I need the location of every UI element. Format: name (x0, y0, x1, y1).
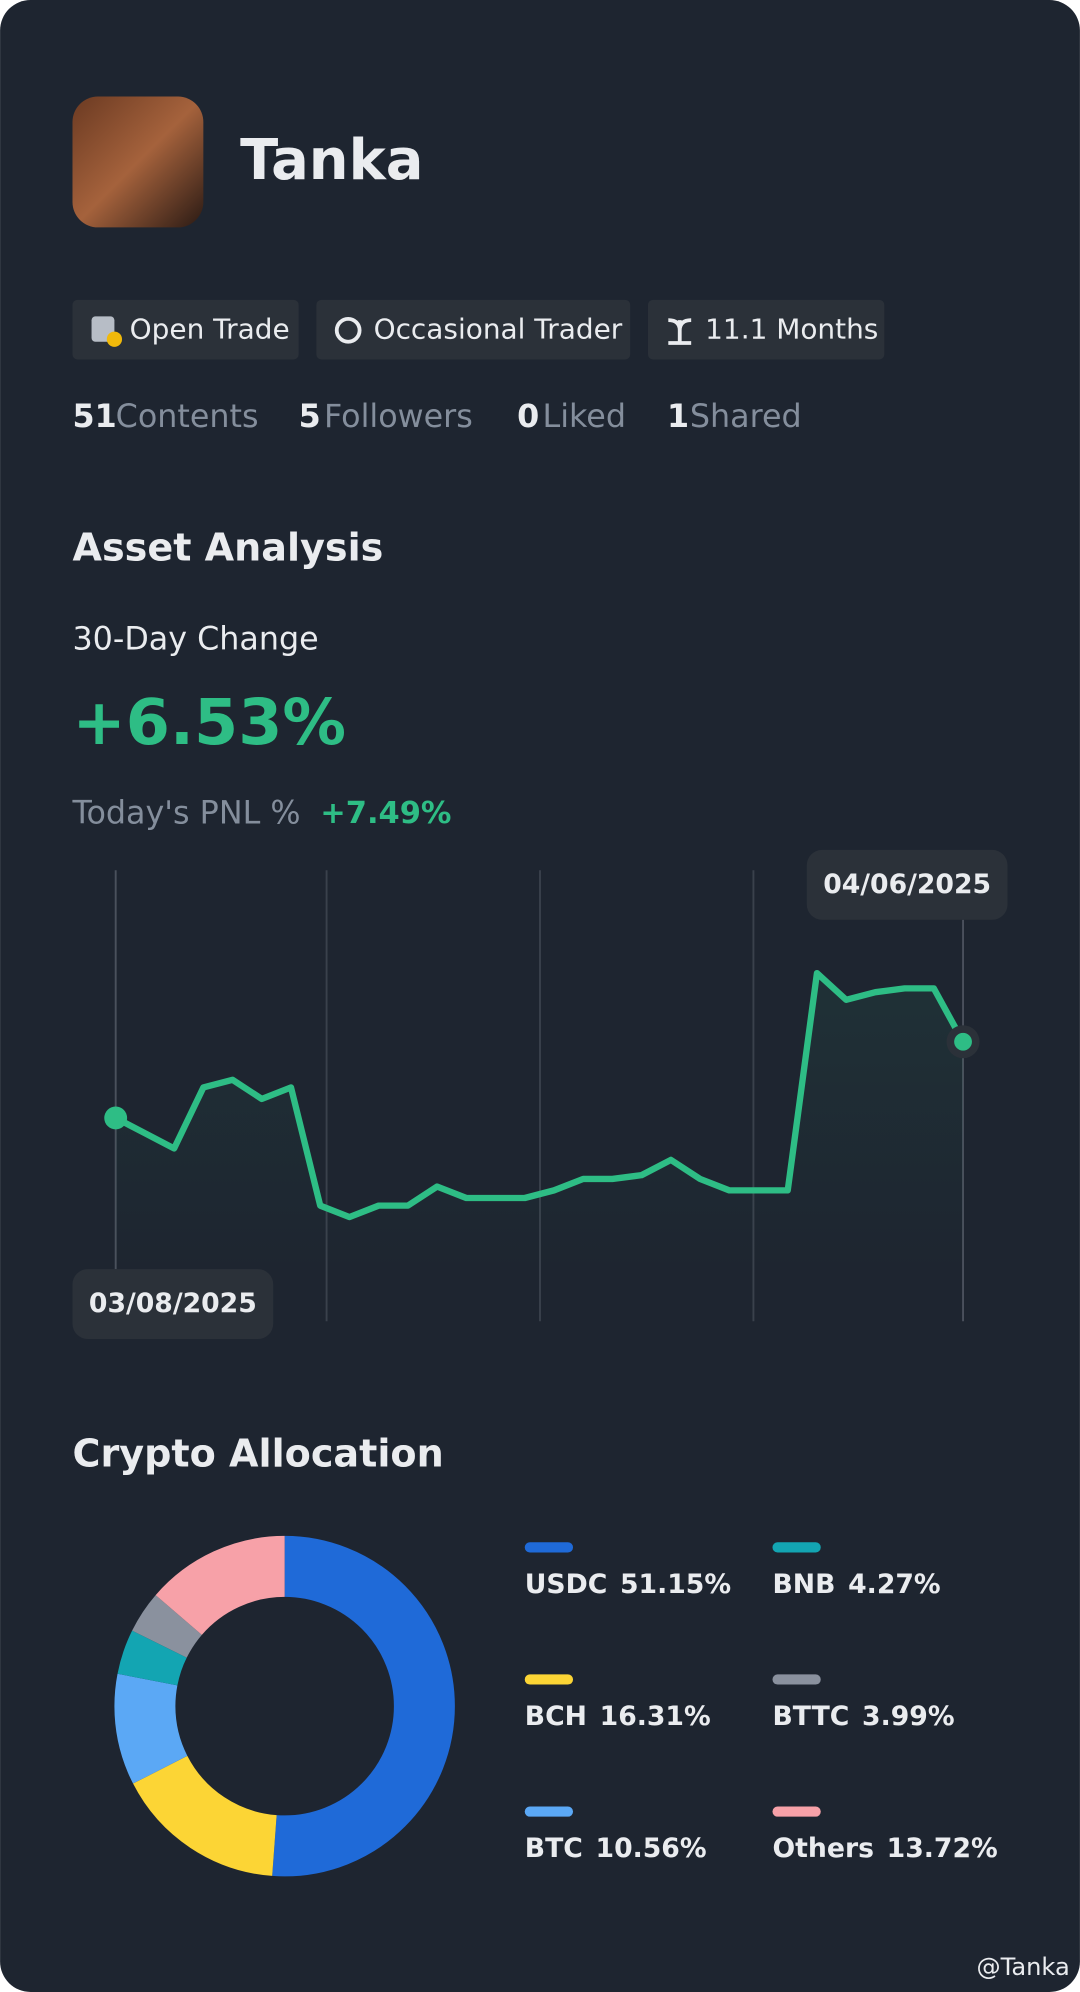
badge (647, 299, 885, 360)
badge-icon (668, 318, 692, 345)
legend-name: BCH (525, 1701, 587, 1732)
section-title: Asset Analysis (72, 526, 383, 570)
donut-segment (114, 1535, 455, 1877)
change-value: +6.53% (72, 685, 346, 759)
point (104, 1106, 128, 1130)
legend-swatch (524, 1674, 574, 1685)
avatar (72, 96, 204, 228)
badges: Open Trade Occasional Trader 11.1 Months (72, 299, 885, 360)
stat-label: Liked (543, 399, 626, 435)
badge (72, 299, 299, 360)
pnl-label: Today's PNL % (71, 795, 300, 831)
section-title: Crypto Allocation (72, 1431, 443, 1475)
line (114, 969, 966, 1221)
change-label: 30-Day Change (72, 621, 318, 657)
badge-icon (334, 316, 362, 344)
watermark: @Tanka (976, 1953, 1069, 1981)
tooltip-date: 03/08/2025 (89, 1288, 257, 1319)
legend-swatch (524, 1806, 574, 1817)
legend-value: 51.15% (620, 1569, 731, 1600)
legend-name: Others (772, 1833, 873, 1864)
badge-label: 11.1 Months (705, 312, 878, 345)
stat-label: Shared (690, 399, 802, 435)
pnl-value: +7.49% (320, 796, 451, 831)
legend-value: 13.72% (887, 1833, 998, 1864)
legend-name: BTC (525, 1833, 583, 1864)
legend-name: BNB (772, 1569, 835, 1600)
legend-value: 10.56% (596, 1833, 707, 1864)
user-name: Tanka (240, 128, 423, 193)
legend-name: BTTC (772, 1701, 849, 1732)
legend-swatch (772, 1806, 821, 1817)
legend-swatch (772, 1674, 821, 1685)
legend-swatch (524, 1542, 574, 1553)
legend-value: 4.27% (848, 1569, 940, 1600)
tooltip-date: 04/06/2025 (823, 869, 991, 900)
tooltip (806, 849, 1008, 920)
stats: 51 Contents 5 Followers 0 Liked 1 Shared (72, 399, 801, 435)
legend-value: 3.99% (862, 1701, 954, 1732)
badge-label: Open Trade (130, 312, 290, 345)
stat-count: 0 (517, 399, 539, 435)
line-area (115, 973, 964, 1271)
legend-swatch (772, 1542, 821, 1553)
stat-label: Followers (324, 399, 473, 435)
stat-count: 1 (667, 399, 689, 435)
legend-name: USDC (525, 1569, 608, 1600)
legend-value: 16.31% (600, 1701, 711, 1732)
donut-segment (114, 1535, 455, 1877)
point (954, 1032, 972, 1051)
stat-label: Contents (116, 399, 259, 435)
stat-count: 5 (299, 399, 321, 435)
stat-count: 51 (72, 399, 116, 435)
badge-label: Occasional Trader (374, 312, 623, 345)
tooltip (72, 1269, 274, 1340)
badge (316, 299, 631, 360)
badge-icon (106, 331, 123, 347)
